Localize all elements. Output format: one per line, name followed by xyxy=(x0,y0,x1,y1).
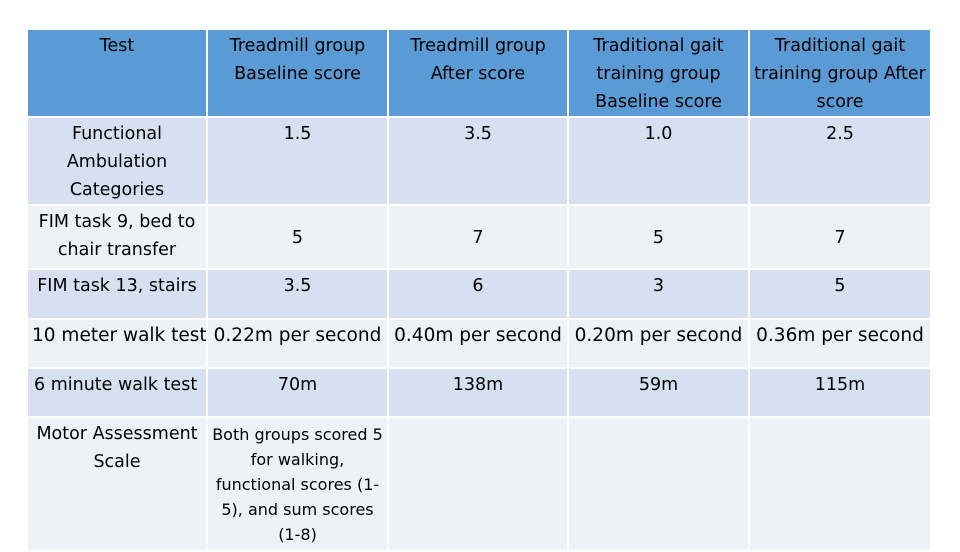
table-cell: 1.5 xyxy=(206,116,389,206)
table-row: FIM task 13, stairs 3.5 6 3 5 xyxy=(26,268,932,320)
table-cell: 59m xyxy=(567,367,750,418)
table-cell: 0.40m per second xyxy=(387,318,569,369)
row-label: Functional Ambulation Categories xyxy=(26,116,208,206)
table-cell: 2.5 xyxy=(748,116,932,206)
table-cell: 5 xyxy=(206,204,389,270)
table-cell: 0.22m per second xyxy=(206,318,389,369)
table-row: FIM task 9, bed to chair transfer 5 7 5 … xyxy=(26,204,932,270)
table-cell: 70m xyxy=(206,367,389,418)
table-cell: 0.36m per second xyxy=(748,318,932,369)
row-label: Motor Assessment Scale xyxy=(26,416,208,552)
table-cell: Both groups scored 5 for walking, functi… xyxy=(206,416,389,552)
header-cell-test: Test xyxy=(26,28,208,118)
table-row: Functional Ambulation Categories 1.5 3.5… xyxy=(26,116,932,206)
header-cell-treadmill-baseline: Treadmill group Baseline score xyxy=(206,28,389,118)
table-cell: 7 xyxy=(387,204,569,270)
table-row: 6 minute walk test 70m 138m 59m 115m xyxy=(26,367,932,418)
table-cell xyxy=(387,416,569,552)
header-cell-traditional-baseline: Traditional gait training group Baseline… xyxy=(567,28,750,118)
table-cell: 115m xyxy=(748,367,932,418)
header-cell-treadmill-after: Treadmill group After score xyxy=(387,28,569,118)
row-label: FIM task 9, bed to chair transfer xyxy=(26,204,208,270)
table-row: 10 meter walk test 0.22m per second 0.40… xyxy=(26,318,932,369)
table-cell: 138m xyxy=(387,367,569,418)
table-cell: 5 xyxy=(567,204,750,270)
table-cell: 3.5 xyxy=(387,116,569,206)
table-cell: 0.20m per second xyxy=(567,318,750,369)
table-cell xyxy=(748,416,932,552)
header-cell-traditional-after: Traditional gait training group After sc… xyxy=(748,28,932,118)
table-cell: 3 xyxy=(567,268,750,320)
table-cell: 5 xyxy=(748,268,932,320)
table-cell: 3.5 xyxy=(206,268,389,320)
results-table: Test Treadmill group Baseline score Trea… xyxy=(26,28,932,552)
table-cell: 1.0 xyxy=(567,116,750,206)
table-row: Motor Assessment Scale Both groups score… xyxy=(26,416,932,552)
table-header-row: Test Treadmill group Baseline score Trea… xyxy=(26,28,932,118)
row-label: 6 minute walk test xyxy=(26,367,208,418)
row-label: FIM task 13, stairs xyxy=(26,268,208,320)
table-cell: 6 xyxy=(387,268,569,320)
table-cell: 7 xyxy=(748,204,932,270)
row-label: 10 meter walk test xyxy=(26,318,208,369)
table-cell xyxy=(567,416,750,552)
